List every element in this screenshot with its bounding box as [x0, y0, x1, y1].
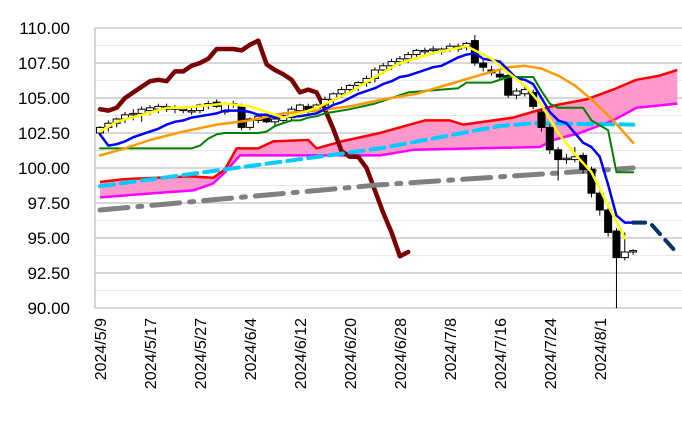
candle-body	[179, 108, 188, 112]
candle	[512, 88, 521, 100]
candle-body	[629, 250, 638, 253]
candle	[237, 103, 246, 131]
cyan-dashed-series	[98, 121, 636, 189]
candle-body	[387, 61, 396, 67]
orange-line-series	[98, 64, 635, 157]
leading-span-a-line	[99, 68, 678, 184]
candle	[595, 190, 604, 216]
candle-body	[187, 110, 196, 113]
candle	[545, 124, 554, 154]
candle-body	[562, 157, 571, 161]
y-tick-label: 102.50	[18, 124, 70, 143]
candle-body	[270, 118, 279, 123]
candle-body	[429, 48, 438, 51]
candle-body	[495, 73, 504, 78]
candle	[412, 49, 421, 58]
candle	[629, 249, 638, 255]
candle	[170, 105, 179, 114]
indicator-lines	[97, 38, 636, 259]
x-tick-label: 2024/5/17	[143, 318, 160, 389]
candle-body	[520, 89, 529, 95]
candle	[187, 107, 196, 115]
candle-body	[554, 149, 563, 161]
gray-dashdot-series	[97, 165, 636, 213]
candle-body	[129, 112, 138, 116]
candle-body	[245, 118, 254, 128]
lagging-span-series	[97, 38, 411, 259]
candle-body	[604, 209, 613, 233]
x-axis-tick-labels: 2024/5/9 2024/5/17 2024/5/27 2024/6/4 2024/6…	[93, 318, 610, 389]
candle-body	[612, 230, 621, 259]
green-line-series	[99, 76, 635, 174]
candle	[612, 228, 621, 308]
x-tick-label: 2024/6/28	[393, 318, 410, 389]
candle-body	[145, 107, 154, 112]
candle-body	[620, 251, 629, 259]
x-tick-label: 2024/6/4	[243, 318, 260, 380]
candle-body	[512, 90, 521, 96]
candle	[520, 86, 529, 97]
x-tick-label: 2024/7/24	[543, 318, 560, 389]
y-axis-tick-labels: 110.00 107.50 105.00 102.50 100.00 97.50 95.00…	[18, 19, 70, 318]
candle-body	[595, 192, 604, 211]
y-tick-label: 90.00	[27, 299, 70, 318]
y-tick-label: 107.50	[18, 54, 70, 73]
x-tick-label: 2024/8/1	[593, 318, 610, 380]
candle-body	[345, 84, 354, 91]
navy-dashed-series	[631, 220, 677, 253]
x-tick-label: 2024/6/12	[293, 318, 310, 389]
y-tick-label: 97.50	[27, 194, 70, 213]
yellow-line-series	[98, 44, 627, 240]
candle-body	[404, 54, 413, 60]
blue-line-series	[98, 51, 635, 224]
candle-body	[537, 111, 546, 128]
x-tick-label: 2024/6/20	[343, 318, 360, 389]
candle-body	[479, 62, 488, 68]
candle-body	[504, 75, 513, 96]
x-tick-label: 2024/7/8	[443, 318, 460, 380]
candle	[495, 70, 504, 80]
cloud-fill	[100, 70, 678, 198]
y-tick-label: 105.00	[18, 89, 70, 108]
candle-body	[412, 49, 421, 56]
x-tick-label: 2024/5/9	[93, 318, 110, 380]
y-tick-label: 95.00	[27, 229, 70, 248]
candle	[562, 154, 571, 164]
candle	[129, 109, 138, 121]
candle	[537, 109, 546, 132]
x-tick-label: 2024/7/16	[493, 318, 510, 389]
candle	[479, 60, 488, 72]
candle	[554, 147, 563, 181]
y-tick-label: 110.00	[19, 19, 70, 38]
y-tick-label: 100.00	[18, 159, 70, 178]
candle-body	[395, 58, 404, 63]
candle-body	[295, 104, 304, 112]
candle	[604, 207, 613, 237]
candle-body	[337, 89, 346, 95]
candle-body	[545, 126, 554, 151]
candle-body	[420, 49, 429, 53]
candle-body	[379, 65, 388, 71]
candle-body	[137, 108, 146, 114]
x-tick-label: 2024/5/27	[193, 318, 210, 389]
indicator-lines-top	[98, 44, 677, 253]
y-tick-label: 92.50	[27, 264, 70, 283]
